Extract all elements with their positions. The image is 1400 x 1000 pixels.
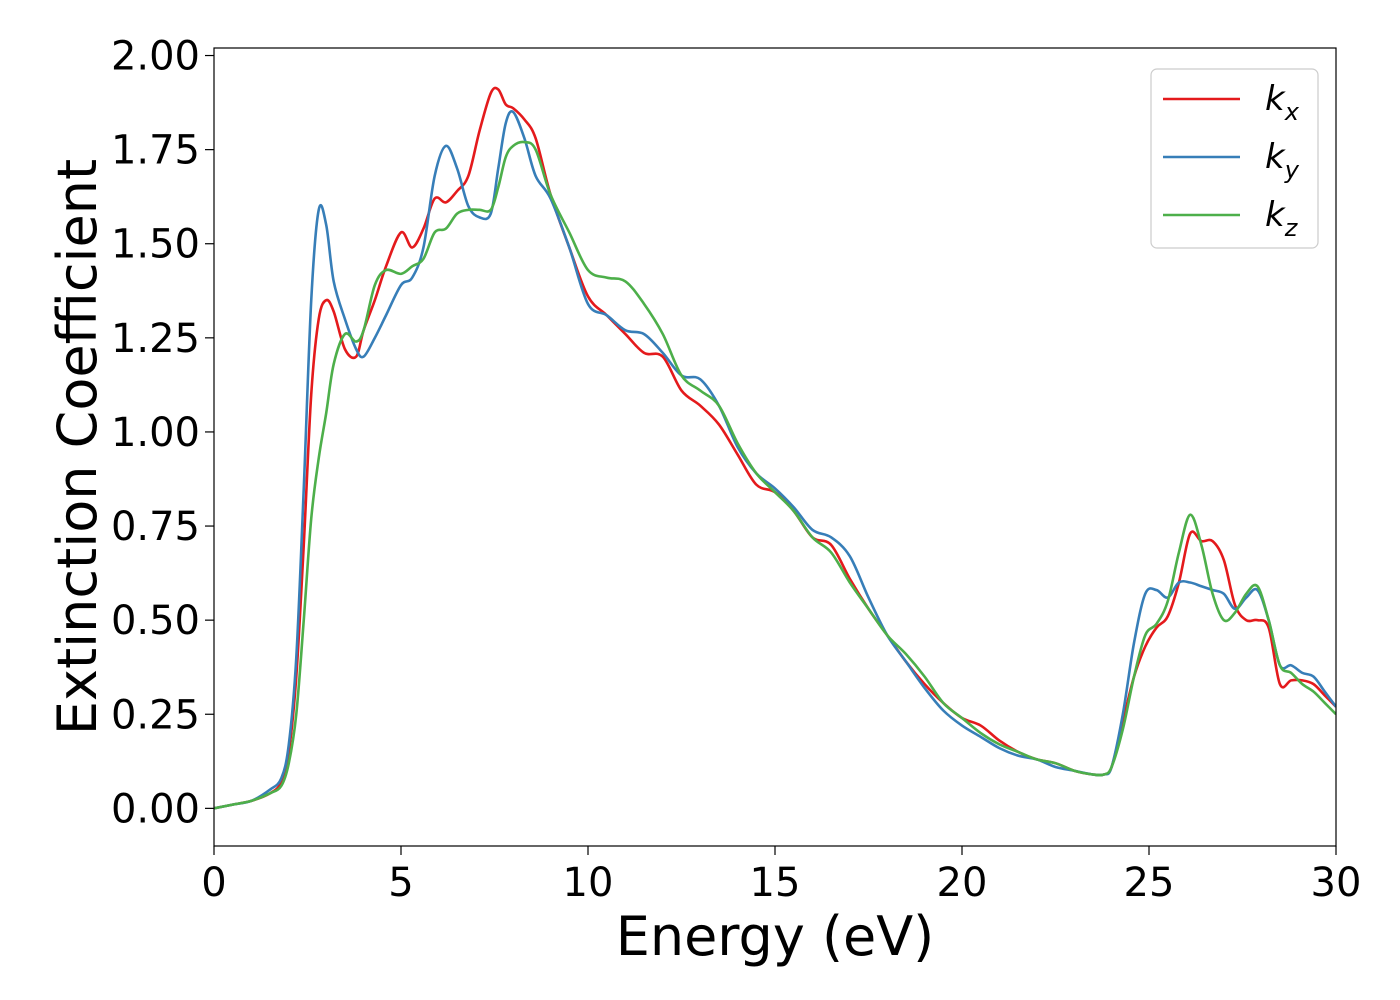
x-tick-label: 15 [750,860,801,906]
x-axis-label: Energy (eV) [616,905,935,968]
y-tick-label: 1.25 [111,316,200,362]
x-tick-label: 25 [1124,860,1175,906]
y-tick-label: 1.75 [111,128,200,174]
legend-label: kz [1265,195,1299,242]
y-tick-label: 1.00 [111,410,200,456]
legend-label-base: k [1265,195,1286,235]
y-axis-label: Extinction Coefficient [46,159,109,735]
x-tick-label: 5 [388,860,413,906]
legend-label-subscript: y [1284,156,1300,184]
x-tick-label: 0 [201,860,226,906]
x-tick-label: 10 [563,860,614,906]
y-tick-label: 0.25 [111,692,200,738]
y-tick-label: 2.00 [111,34,200,80]
legend-box [1150,68,1319,249]
y-tick-label: 0.50 [111,598,200,644]
y-tick-label: 0.00 [111,786,200,832]
y-tick-label: 1.50 [111,222,200,268]
series-line-kx [214,86,1336,810]
x-axis-ticks: 0 5 10 15 20 25 30 [201,846,1361,906]
legend-label: kx [1265,79,1300,126]
y-tick-label: 0.75 [111,504,200,550]
legend-label-subscript: x [1284,98,1300,126]
legend-label: ky [1265,137,1300,184]
legend-label-base: k [1265,137,1286,177]
x-tick-label: 30 [1311,860,1362,906]
y-axis-ticks: 0.00 0.25 0.50 0.75 1.00 1.25 1.50 1.75 2.00 [111,34,214,832]
legend-label-base: k [1265,79,1286,119]
series-layer [214,86,1336,810]
series-line-kz [214,140,1336,810]
legend-label-subscript: z [1284,214,1299,242]
x-tick-label: 20 [937,860,988,906]
